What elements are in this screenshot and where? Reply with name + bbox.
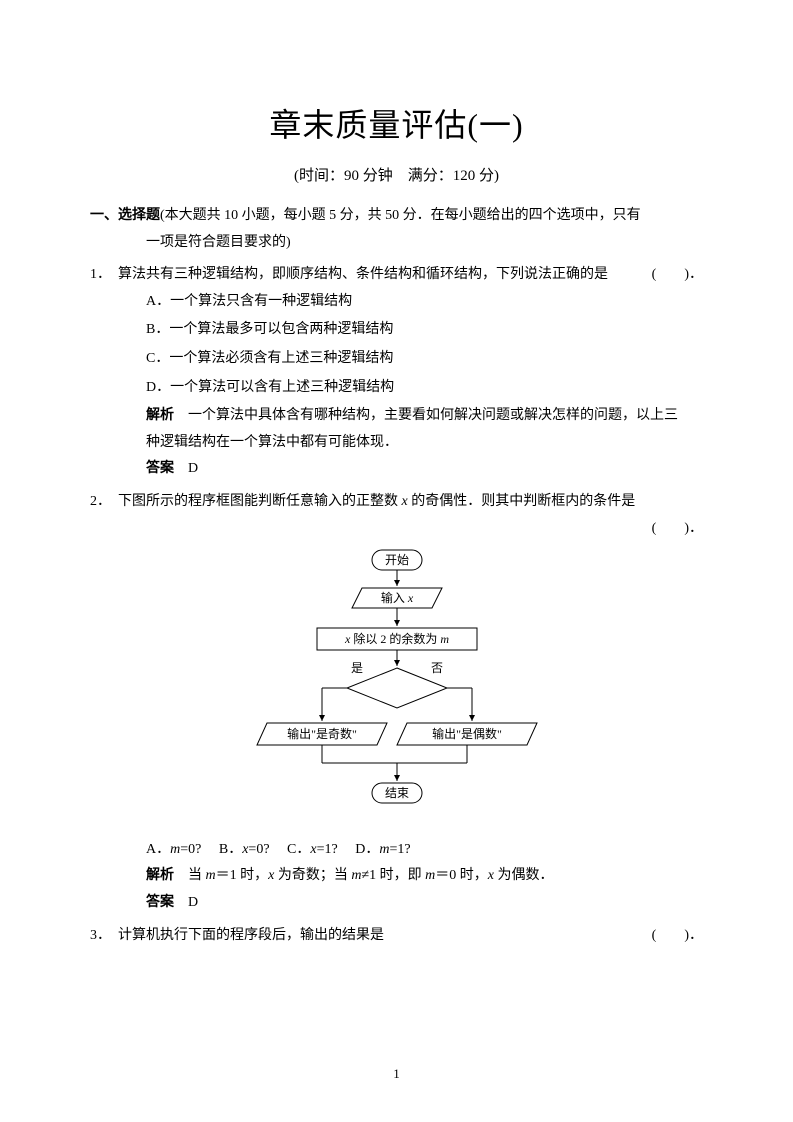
page-title: 章末质量评估(一) [90, 100, 703, 146]
q1-expl-label: 解析 [146, 408, 174, 423]
question-2: 2． 下图所示的程序框图能判断任意输入的正整数 x 的奇偶性．则其中判断框内的条… [90, 489, 703, 917]
section-1-label: 一、选择题 [90, 208, 160, 223]
q1-option-c: C．一个算法必须含有上述三种逻辑结构 [146, 346, 703, 373]
page-number: 1 [0, 1066, 793, 1082]
q2-option-c: C．x=1? [287, 842, 338, 857]
q2-option-a: A．m=0? [146, 842, 201, 857]
q2-ans-label: 答案 [146, 895, 174, 910]
q1-explanation: 解析 一个算法中具体含有哪种结构，主要看如何解决问题或解决怎样的问题，以上三 种… [90, 403, 703, 456]
q2-stem-1: 下图所示的程序框图能判断任意输入的正整数 [118, 494, 402, 509]
section-1-heading: 一、选择题(本大题共 10 小题，每小题 5 分，共 50 分．在每小题给出的四… [90, 203, 703, 256]
flow-yes-label: 是 [350, 661, 362, 675]
q1-option-a: A．一个算法只含有一种逻辑结构 [146, 289, 703, 316]
q2-options: A．m=0? B．x=0? C．x=1? D．m=1? [90, 837, 703, 864]
flow-start-text: 开始 [384, 553, 408, 567]
flow-no-label: 否 [430, 661, 442, 675]
q2-flowchart: 开始 输入 x x 除以 2 的余数为 m 是 否 [247, 548, 547, 829]
q2-option-b: B．x=0? [219, 842, 270, 857]
q2-ans-value: D [188, 895, 198, 910]
page-subtitle: (时间：90 分钟 满分：120 分) [90, 164, 703, 185]
q1-expl-1: 一个算法中具体含有哪种结构，主要看如何解决问题或解决怎样的问题，以上三 [188, 408, 678, 423]
q1-ans-value: D [188, 461, 198, 476]
q1-option-b: B．一个算法最多可以包含两种逻辑结构 [146, 317, 703, 344]
q1-stem-line: 1． 算法共有三种逻辑结构，即顺序结构、条件结构和循环结构，下列说法正确的是 (… [90, 262, 703, 289]
q2-stem-line: 2． 下图所示的程序框图能判断任意输入的正整数 x 的奇偶性．则其中判断框内的条… [90, 489, 703, 516]
q1-ans-label: 答案 [146, 461, 174, 476]
section-1-desc2: 一项是符合题目要求的) [90, 230, 703, 257]
flow-out-odd-text: 输出"是奇数" [287, 726, 357, 741]
q1-answer: 答案 D [90, 456, 703, 483]
question-1: 1． 算法共有三种逻辑结构，即顺序结构、条件结构和循环结构，下列说法正确的是 (… [90, 262, 703, 483]
flow-end-text: 结束 [384, 786, 408, 800]
q2-explanation: 解析 当 m＝1 时，x 为奇数；当 m≠1 时，即 m＝0 时，x 为偶数． [90, 863, 703, 890]
q2-paren: ( )． [652, 521, 703, 536]
q1-options: A．一个算法只含有一种逻辑结构 B．一个算法最多可以包含两种逻辑结构 C．一个算… [90, 289, 703, 401]
q1-option-d: D．一个算法可以含有上述三种逻辑结构 [146, 375, 703, 402]
q2-number: 2． [90, 489, 111, 516]
q3-stem-line: 3． 计算机执行下面的程序段后，输出的结果是 ( )． [90, 923, 703, 950]
question-3: 3． 计算机执行下面的程序段后，输出的结果是 ( )． [90, 923, 703, 950]
q3-stem-text: 计算机执行下面的程序段后，输出的结果是 [118, 928, 384, 943]
q1-paren: ( )． [652, 262, 703, 289]
flow-out-even-text: 输出"是偶数" [432, 726, 502, 741]
q2-paren-line: ( )． [90, 516, 703, 543]
q1-number: 1． [90, 262, 111, 289]
flowchart-svg: 开始 输入 x x 除以 2 的余数为 m 是 否 [247, 548, 547, 818]
flow-input-text: 输入 x [380, 590, 413, 605]
q1-stem-text: 算法共有三种逻辑结构，即顺序结构、条件结构和循环结构，下列说法正确的是 [118, 267, 608, 282]
q3-number: 3． [90, 923, 111, 950]
exam-page: 章末质量评估(一) (时间：90 分钟 满分：120 分) 一、选择题(本大题共… [0, 0, 793, 1122]
q1-expl-2: 种逻辑结构在一个算法中都有可能体现． [146, 435, 398, 450]
q2-expl-label: 解析 [146, 868, 174, 883]
q2-option-d: D．m=1? [355, 842, 410, 857]
q2-stem-2: 的奇偶性．则其中判断框内的条件是 [408, 494, 636, 509]
section-1-desc1: (本大题共 10 小题，每小题 5 分，共 50 分．在每小题给出的四个选项中，… [160, 208, 641, 223]
q2-answer: 答案 D [90, 890, 703, 917]
flow-calc-text: x 除以 2 的余数为 m [343, 631, 448, 646]
q3-paren: ( )． [652, 923, 703, 950]
